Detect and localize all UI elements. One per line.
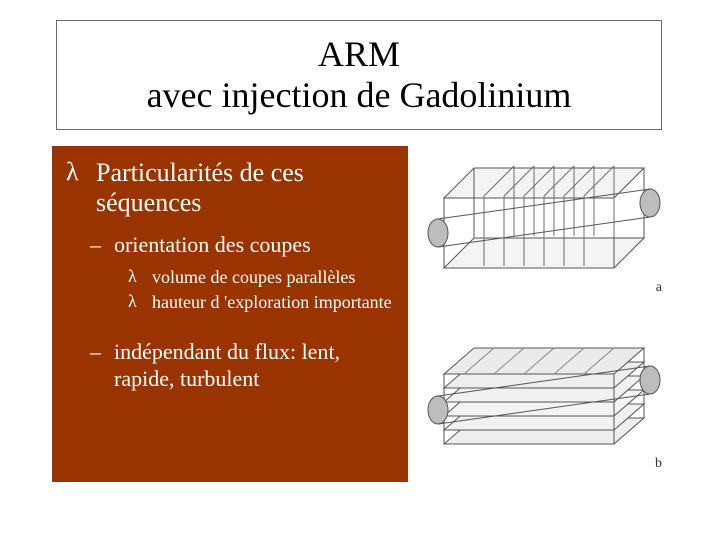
figure-b-label: b [655,456,662,472]
title-box: ARM avec injection de Gadolinium [56,20,662,130]
bullet-level3: λ hauteur d 'exploration importante [128,291,394,314]
bullet-l3-text: hauteur d 'exploration importante [152,291,392,314]
figure-b [414,326,666,466]
bullet-level2: – orientation des coupes [90,232,394,258]
bullet-level1: λ Particularités de ces séquences [66,158,394,218]
title-line-2: avec injection de Gadolinium [147,75,572,116]
dash-icon: – [90,339,104,365]
bullet-l2-text: orientation des coupes [114,232,311,258]
content-panel: λ Particularités de ces séquences – orie… [52,146,408,482]
figure-a [414,158,666,298]
lambda-icon: λ [66,158,84,187]
spacer [66,315,394,333]
title-line-1: ARM [318,34,400,75]
lambda-icon: λ [128,266,142,288]
dash-icon: – [90,232,104,258]
bullet-level2: – indépendant du flux: lent, rapide, tur… [90,339,394,392]
bullet-l3-text: volume de coupes parallèles [152,266,355,289]
figure-area: a [414,146,666,482]
bullet-l2-text: indépendant du flux: lent, rapide, turbu… [114,339,394,392]
figure-a-label: a [656,280,662,296]
bullet-l1-text: Particularités de ces séquences [96,158,394,218]
bullet-level3: λ volume de coupes parallèles [128,266,394,289]
lambda-icon: λ [128,291,142,313]
